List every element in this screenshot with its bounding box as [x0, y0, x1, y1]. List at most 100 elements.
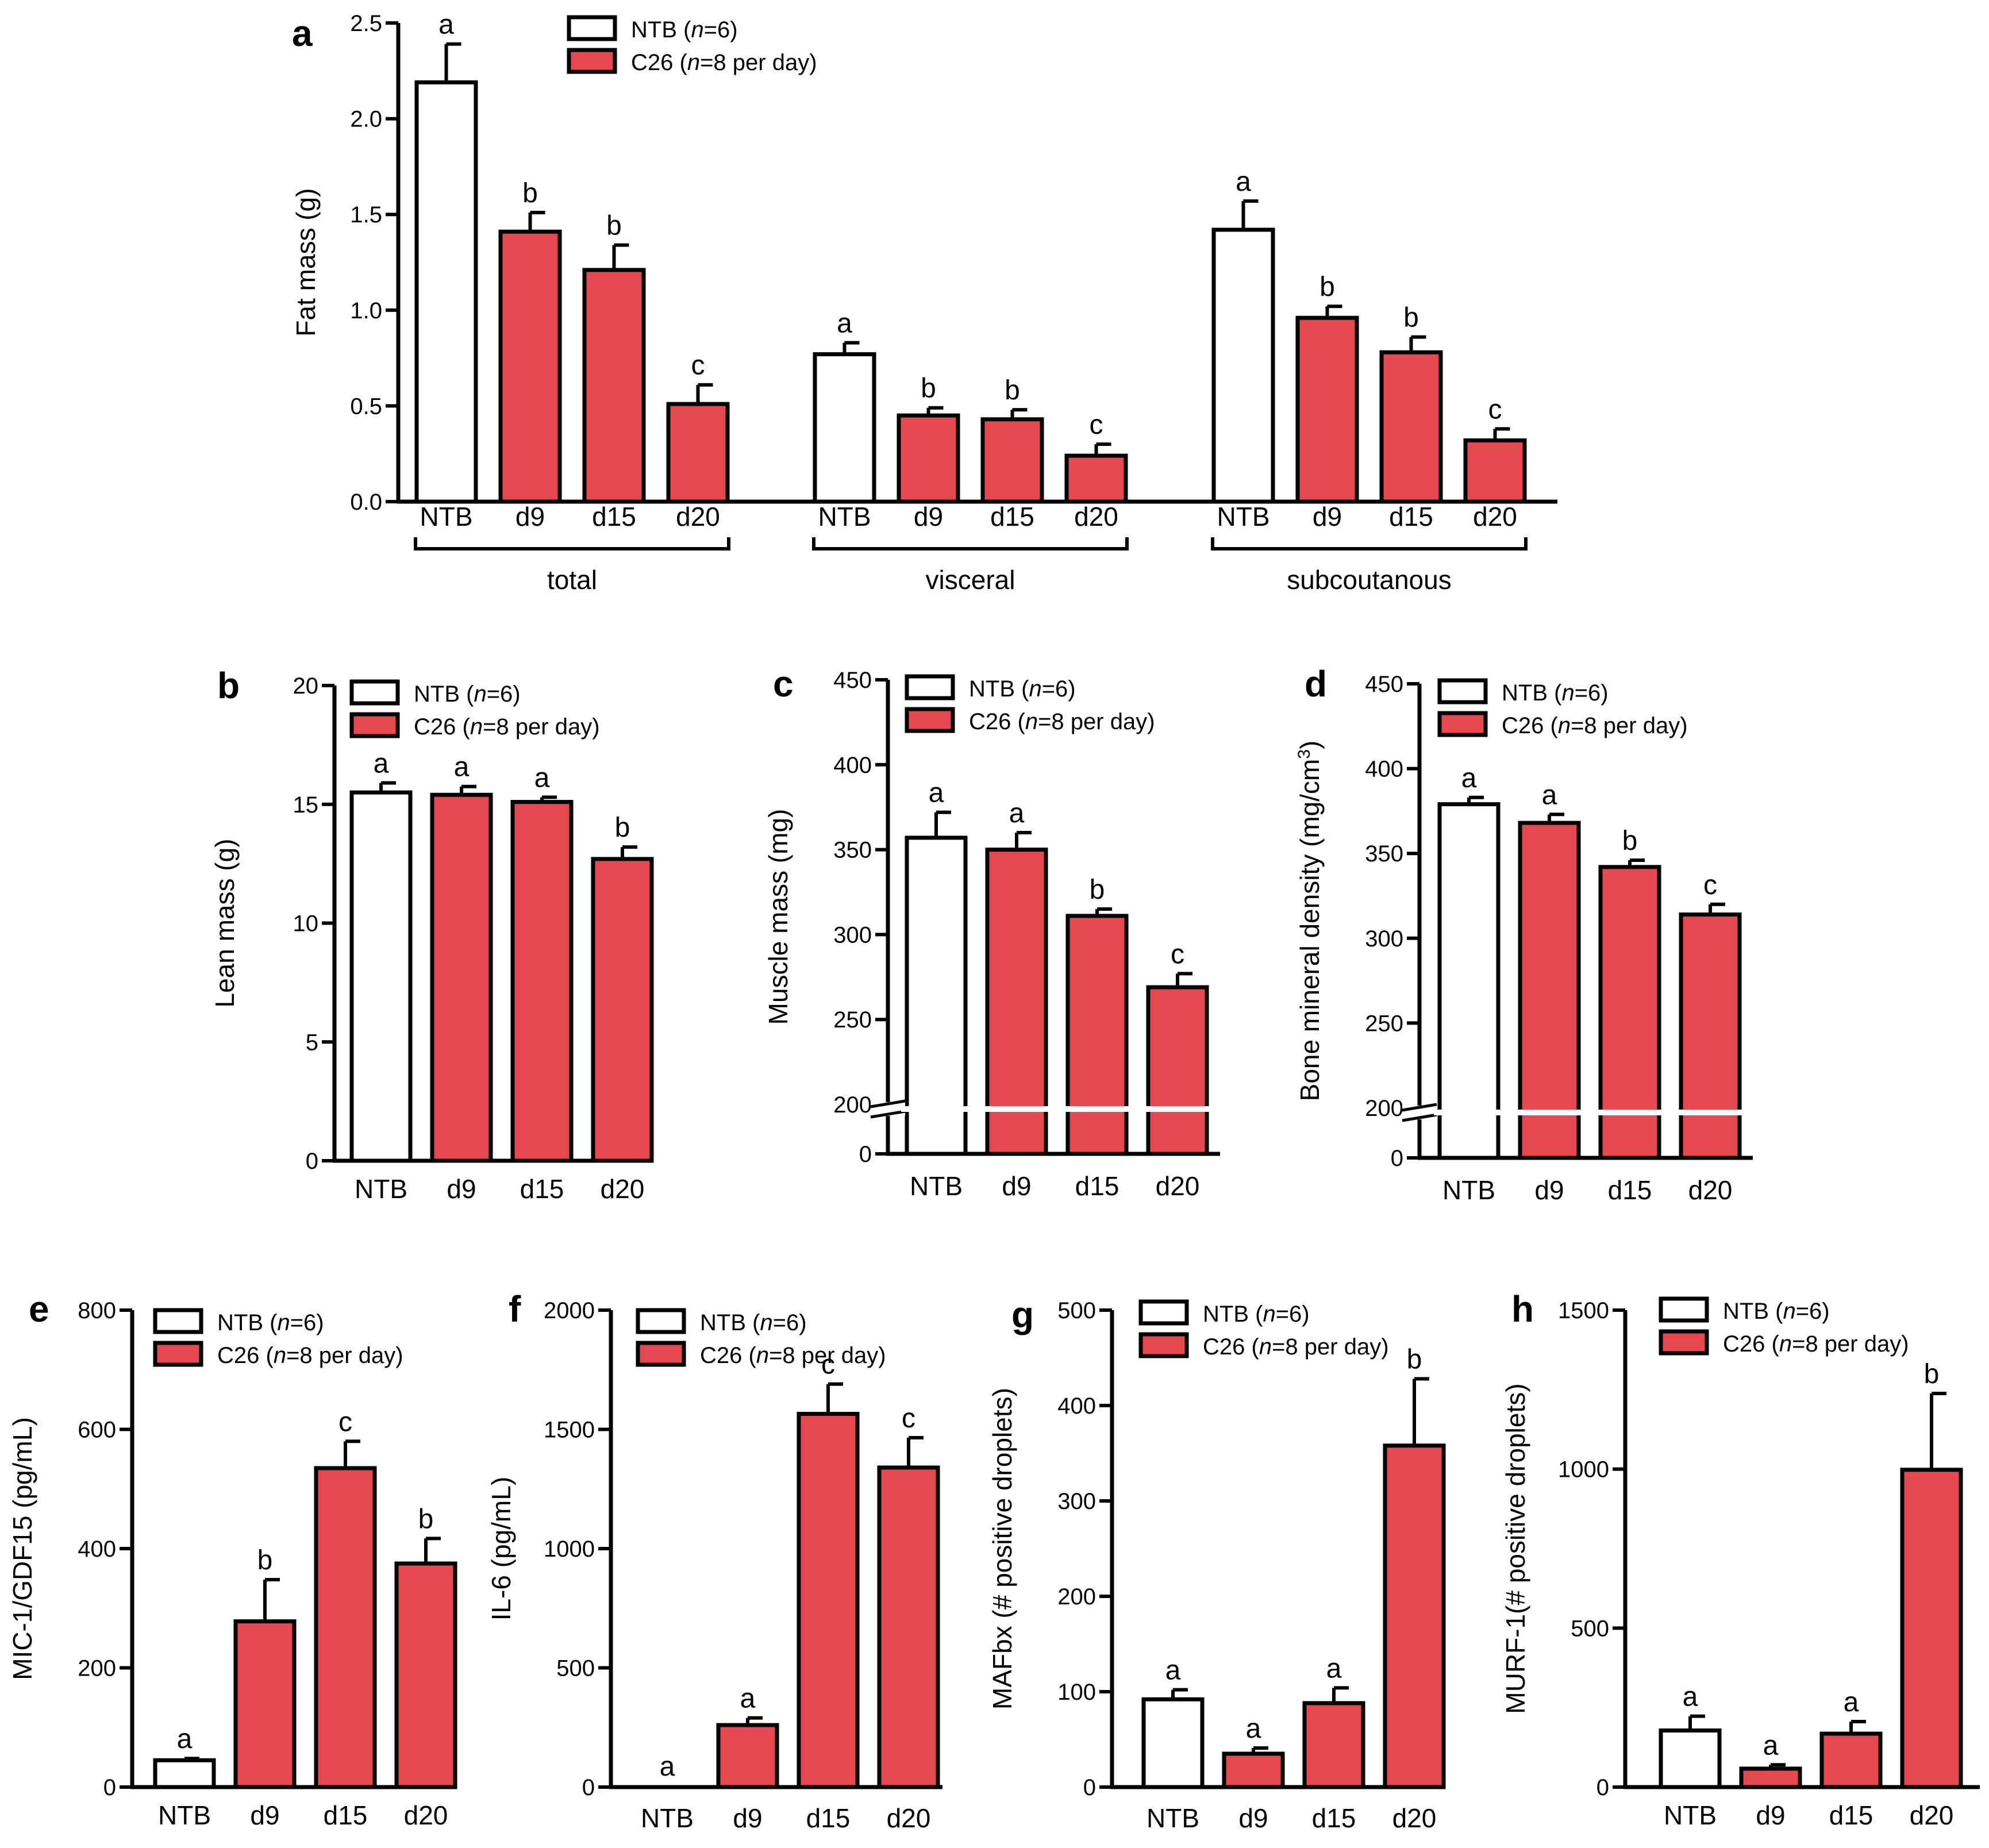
y-axis-label-f: IL-6 (pg/mL)	[486, 1477, 516, 1621]
y-tick-label-f-2000: 2000	[544, 1298, 595, 1323]
y-tick-label-g-0: 0	[1083, 1775, 1096, 1800]
panel-letter-g: g	[1011, 1294, 1034, 1335]
bar-a-visceral-NTB	[813, 352, 876, 504]
category-label-e-d9: d9	[250, 1800, 279, 1830]
axis-break-mark2-c	[870, 1110, 906, 1119]
sig-letter-a-visceral-d9: b	[921, 374, 936, 404]
sig-letter-g-d15: a	[1326, 1653, 1342, 1684]
y-tick-label-c-450: 450	[833, 668, 872, 693]
bar-e-d15	[314, 1466, 377, 1789]
legend-label-ntb-b: NTB (n=6)	[414, 682, 521, 707]
y-tick-label-g-300: 300	[1057, 1489, 1096, 1514]
y-tick-label-c-200: 200	[833, 1092, 872, 1118]
category-label-h-d9: d9	[1756, 1800, 1785, 1830]
sig-letter-e-d15: c	[338, 1407, 352, 1437]
bar-b-NTB	[349, 790, 413, 1163]
bar-f-d20	[877, 1465, 940, 1789]
bar-a-subcoutanous-d20	[1463, 438, 1527, 504]
y-tick-label-f-1500: 1500	[544, 1418, 595, 1443]
category-label-g-d9: d9	[1238, 1803, 1268, 1833]
y-tick-label-g-100: 100	[1057, 1680, 1096, 1705]
legend-label-c26-d: C26 (n=8 per day)	[1502, 713, 1688, 738]
y-tick-label-c-250: 250	[833, 1007, 872, 1033]
y-tick-label-c-350: 350	[833, 838, 872, 863]
category-label-c-d15: d15	[1075, 1171, 1119, 1201]
legend-label-c26-h: C26 (n=8 per day)	[1723, 1331, 1909, 1357]
category-label-a-total-d15: d15	[592, 502, 636, 532]
sig-letter-h-NTB: a	[1683, 1682, 1698, 1712]
y-tick-label-h-500: 500	[1571, 1616, 1609, 1641]
sig-letter-a-subcoutanous-d20: c	[1488, 394, 1502, 425]
legend-swatch-c26-d	[1437, 711, 1488, 737]
panel-d: d 0 200 250 300 350 400 450 Bone mineral density…	[1295, 663, 1753, 1205]
bar-a-visceral-d20	[1064, 453, 1128, 504]
sig-letter-e-d9: b	[257, 1545, 273, 1576]
bar-c-d9	[985, 848, 1048, 1156]
panel-b: b 0 5 10 15 20 Lean mass (g) NTB (n=6) C26 (n=8 …	[210, 665, 654, 1204]
legend-label-c26-f: C26 (n=8 per day)	[700, 1343, 886, 1368]
bar-h-NTB	[1659, 1728, 1722, 1789]
category-label-e-d20: d20	[404, 1800, 448, 1830]
y-tick-label-f-500: 500	[556, 1656, 595, 1681]
legend-swatch-ntb-b	[349, 679, 400, 706]
category-label-a-total-d20: d20	[676, 502, 720, 532]
legend-swatch-ntb-d	[1437, 678, 1488, 704]
sig-letter-f-d20: c	[902, 1403, 915, 1434]
group-bracket-subcoutanous	[1211, 537, 1528, 550]
category-label-b-NTB: NTB	[355, 1174, 407, 1204]
y-tick-label-h-1500: 1500	[1558, 1298, 1609, 1323]
category-label-f-d15: d15	[806, 1803, 851, 1833]
bar-a-subcoutanous-d9	[1295, 315, 1359, 504]
legend-label-ntb-a: NTB (n=6)	[631, 17, 738, 43]
legend-label-ntb-g: NTB (n=6)	[1203, 1302, 1310, 1327]
y-tick-label-a-1.5: 1.5	[350, 202, 382, 228]
legend-label-c26-c: C26 (n=8 per day)	[969, 709, 1155, 734]
legend-label-ntb-f: NTB (n=6)	[700, 1310, 807, 1335]
category-label-a-subcoutanous-d9: d9	[1313, 502, 1342, 532]
y-tick-label-d-250: 250	[1365, 1011, 1403, 1036]
bar-f-d15	[797, 1412, 860, 1789]
category-label-c-NTB: NTB	[910, 1171, 963, 1201]
bar-d-d20	[1679, 912, 1742, 1160]
y-axis-label-a: Fat mass (g)	[291, 188, 321, 336]
sig-letter-d-d9: a	[1542, 780, 1557, 810]
bar-a-total-d20	[666, 402, 730, 504]
panel-letter-f: f	[509, 1288, 521, 1330]
legend-swatch-ntb-g	[1138, 1299, 1189, 1326]
category-label-d-NTB: NTB	[1442, 1175, 1495, 1205]
group-bracket-visceral	[812, 537, 1129, 550]
category-label-e-NTB: NTB	[158, 1800, 211, 1830]
legend-swatch-ntb-h	[1659, 1296, 1709, 1323]
sig-letter-f-d15: c	[821, 1350, 835, 1380]
sig-letter-h-d15: a	[1844, 1687, 1859, 1718]
sig-letter-h-d20: b	[1924, 1359, 1940, 1389]
group-label-total: total	[547, 565, 597, 595]
bar-d-d9	[1518, 821, 1581, 1160]
category-label-h-d20: d20	[1910, 1800, 1954, 1830]
y-axis-label-h: MURF-1(# positive droplets)	[1501, 1383, 1530, 1714]
legend-label-ntb-h: NTB (n=6)	[1723, 1299, 1830, 1324]
y-tick-label-d-400: 400	[1365, 757, 1403, 782]
bar-e-d9	[233, 1619, 297, 1789]
y-tick-label-d-200: 200	[1365, 1096, 1403, 1121]
legend-swatch-c26-g	[1138, 1332, 1189, 1358]
y-tick-label-e-400: 400	[78, 1537, 116, 1562]
axis-break-mark2-d	[1402, 1113, 1437, 1122]
panel-h: h 0 500 1000 1500 MURF-1(# positive droplets)…	[1501, 1288, 1980, 1830]
legend-label-c26-a: C26 (n=8 per day)	[631, 50, 817, 75]
category-label-a-visceral-d9: d9	[914, 502, 943, 532]
bar-c-NTB	[905, 836, 968, 1156]
bar-h-d20	[1900, 1468, 1963, 1789]
bar-a-subcoutanous-NTB	[1211, 228, 1275, 504]
sig-letter-b-d20: b	[615, 813, 630, 843]
category-label-h-NTB: NTB	[1664, 1800, 1717, 1830]
category-label-g-NTB: NTB	[1147, 1803, 1199, 1833]
sig-letter-a-visceral-d15: b	[1005, 375, 1020, 406]
panel-letter-a: a	[292, 13, 313, 54]
category-label-a-subcoutanous-NTB: NTB	[1217, 502, 1270, 532]
category-label-d-d9: d9	[1534, 1175, 1564, 1205]
y-tick-label-b-20: 20	[293, 673, 319, 699]
y-tick-label-b-15: 15	[293, 792, 319, 818]
